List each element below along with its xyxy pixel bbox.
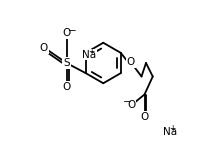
Text: S: S <box>63 58 70 68</box>
Text: −: − <box>123 97 132 107</box>
Text: Na: Na <box>163 127 177 137</box>
Text: O: O <box>62 82 71 92</box>
Text: +: + <box>88 46 94 56</box>
Text: −: − <box>68 26 76 36</box>
Text: Na: Na <box>82 50 96 60</box>
Text: O: O <box>140 112 149 122</box>
Text: O: O <box>127 57 135 67</box>
Text: O: O <box>40 43 48 53</box>
Text: +: + <box>169 124 175 133</box>
Text: O: O <box>127 100 135 110</box>
Text: O: O <box>62 28 71 38</box>
